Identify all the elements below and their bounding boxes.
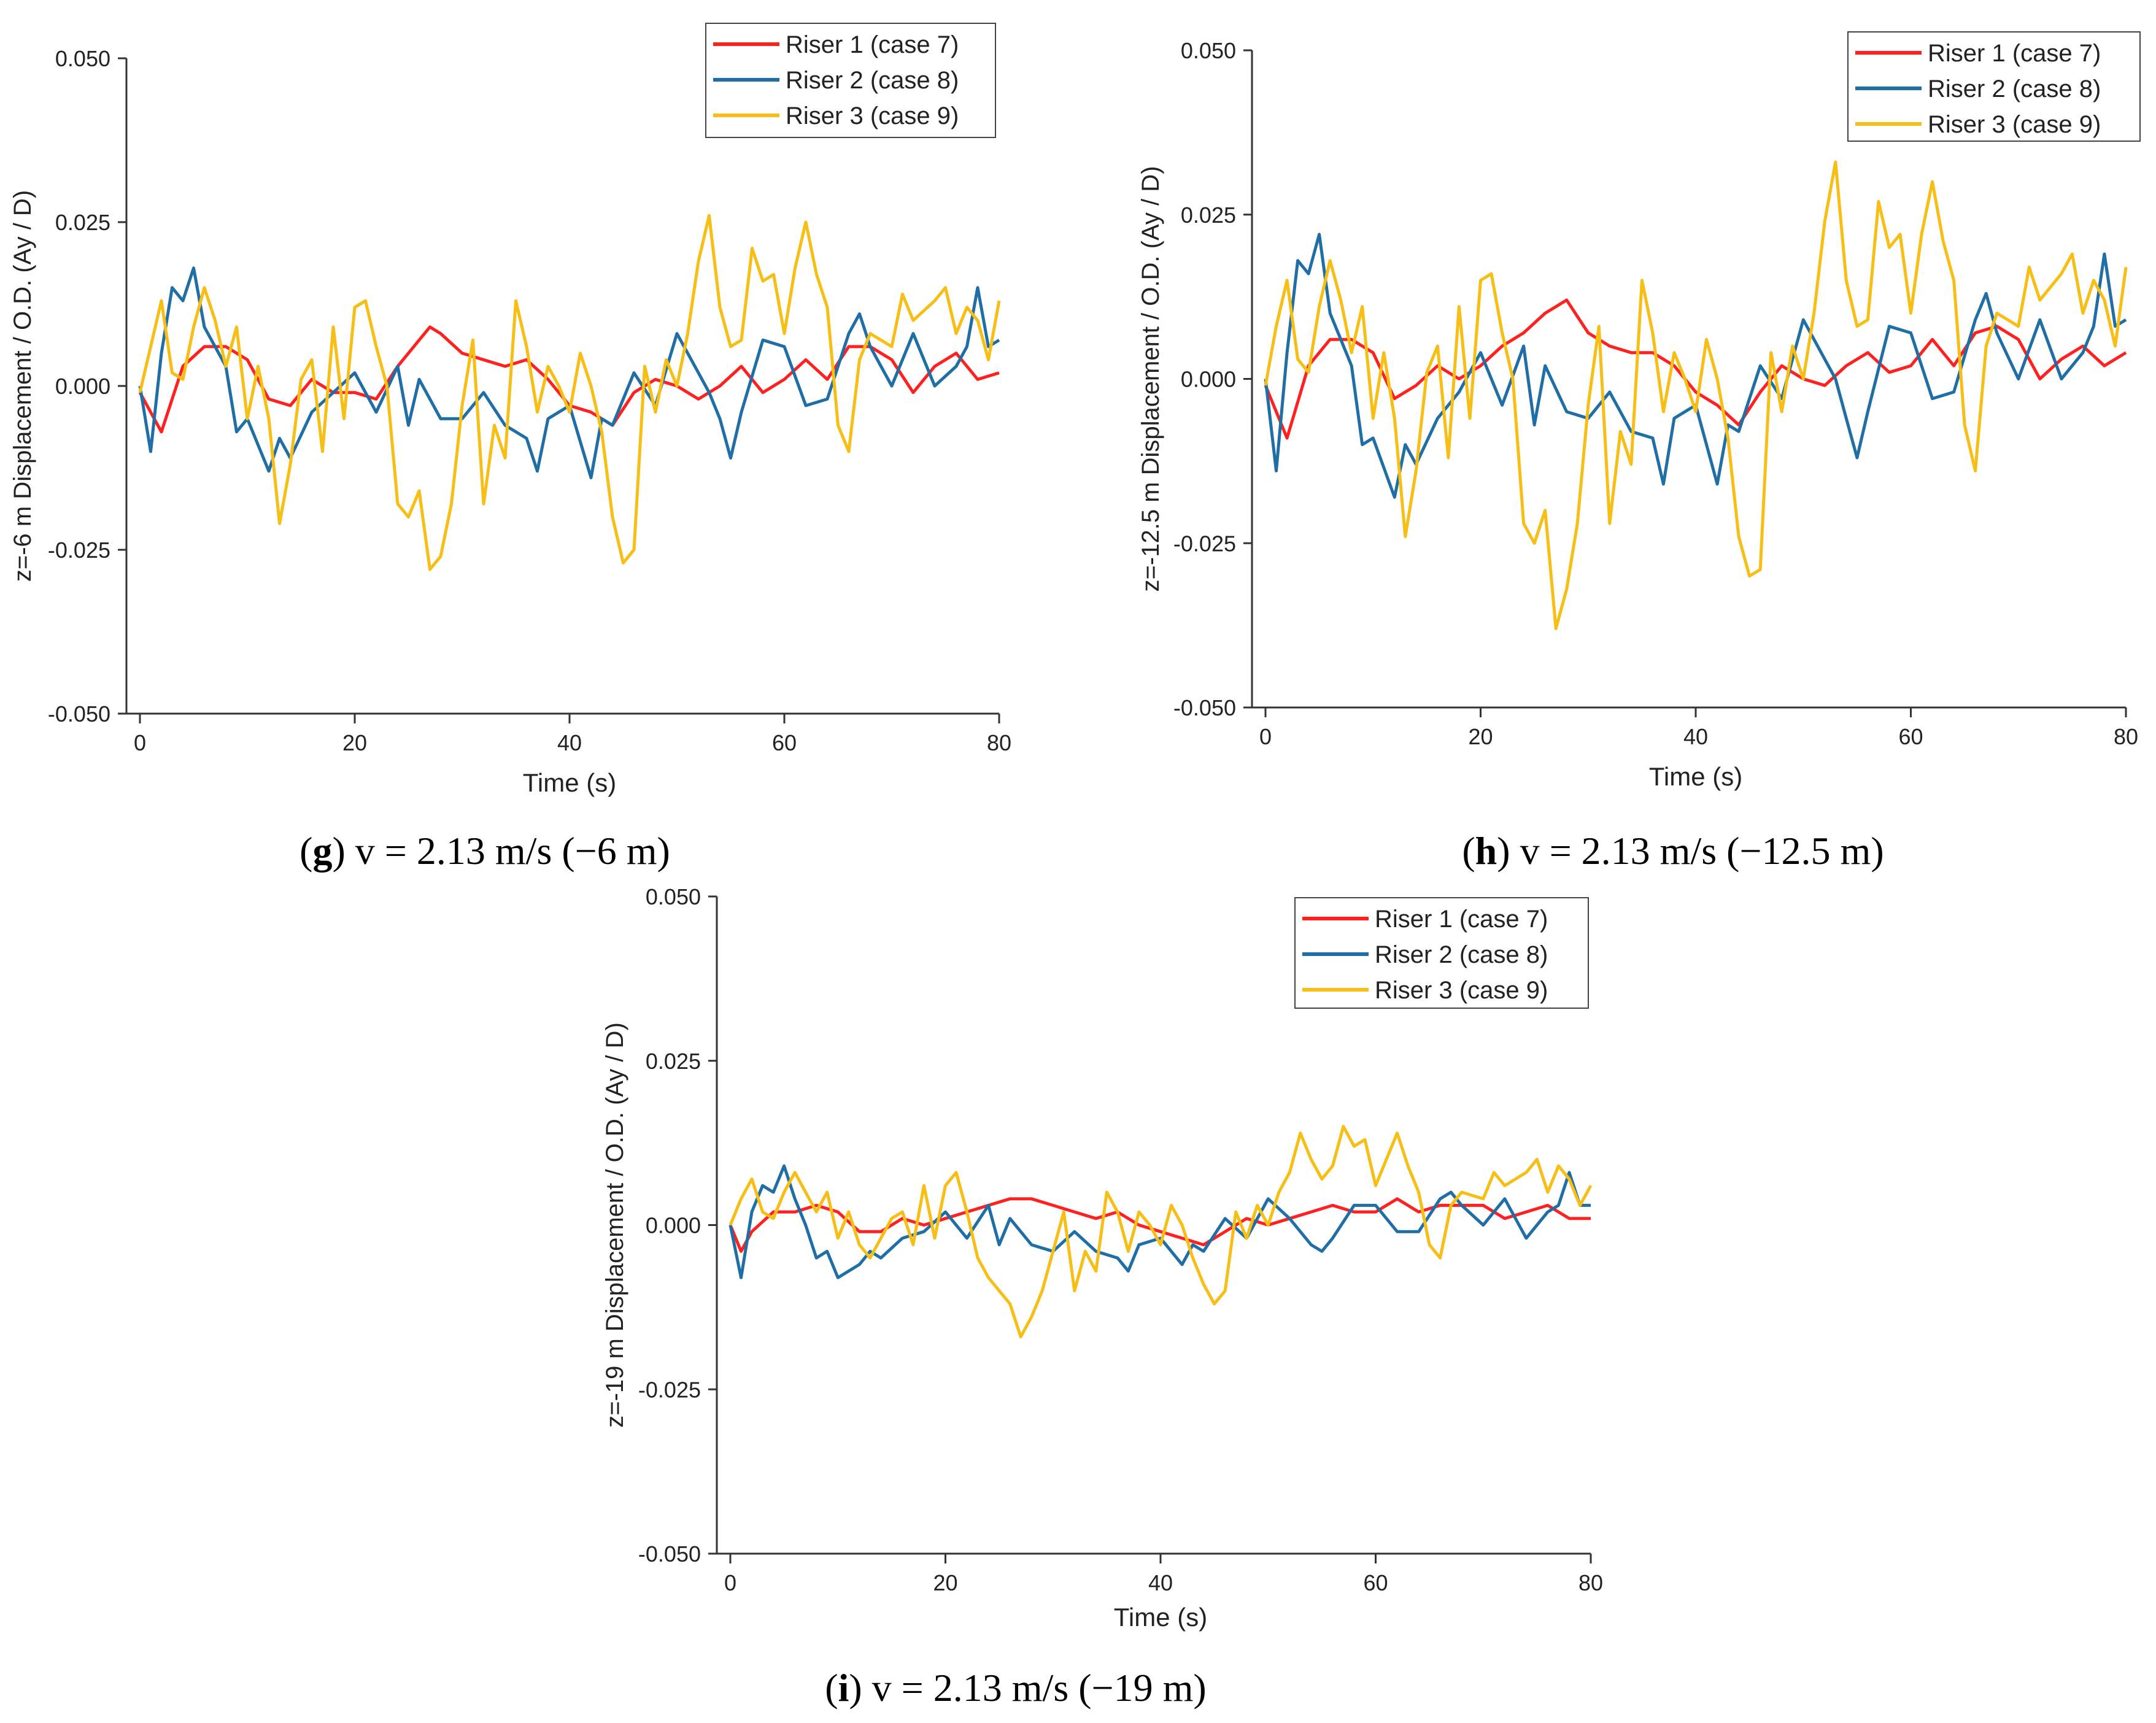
chart-panel-1: -0.050 -0.025 0.000 0.025 0.050 0 20 40 60 80 Time… [9,23,1011,873]
legend-entry-label: Riser 3 (case 9) [1375,977,1548,1004]
y-tick-label: 0.000 [646,1213,701,1238]
x-axis-title: Time (s) [523,768,616,797]
x-tick-label: 0 [134,730,146,755]
legend-entry-label: Riser 3 (case 9) [786,102,959,129]
y-tick-label: 0.000 [55,374,110,399]
x-tick-label: 40 [557,730,582,755]
y-tick-label: 0.050 [55,46,110,71]
x-tick-label: 40 [1148,1570,1173,1595]
series-line-riser-1 [138,325,1000,434]
y-tick-label: 0.025 [1181,202,1236,228]
series-line-riser-3 [728,1125,1593,1339]
caption-text: v = 2.13 m/s (−19 m) [862,1666,1207,1710]
legend-entry-label: Riser 1 (case 7) [1928,40,2101,67]
y-tick-label: -0.050 [48,701,110,727]
x-tick-label: 40 [1683,724,1708,749]
legend-entry-label: Riser 2 (case 8) [1375,941,1548,968]
y-tick-label: -0.050 [1173,695,1236,720]
caption-close-paren: ) [1497,829,1510,873]
caption-close-paren: ) [332,829,345,873]
x-tick-label: 60 [1363,1570,1388,1595]
y-tick-label: 0.000 [1181,367,1236,392]
x-tick-label: 60 [1898,724,1923,749]
series-line-riser-1 [728,1197,1591,1253]
x-axis-title: Time (s) [1114,1603,1207,1632]
x-tick-label: 80 [1578,1570,1603,1595]
caption-letter: h [1475,829,1497,873]
chart-panel-2: -0.050 -0.025 0.000 0.025 0.050 0 20 40 60 80 Time… [1137,31,2141,873]
legend-entry-label: Riser 1 (case 7) [786,31,959,58]
series-line-riser-2 [138,266,1000,479]
caption-open-paren: ( [1462,829,1475,873]
panel-caption: (g) v = 2.13 m/s (−6 m) [299,829,670,873]
caption-close-paren: ) [849,1666,862,1710]
y-tick-label: 0.025 [646,1049,701,1074]
y-tick-label: 0.050 [1181,38,1236,63]
x-tick-label: 20 [1468,724,1493,749]
series-line-riser-2 [1264,233,2127,499]
x-tick-label: 0 [1259,724,1272,749]
series-line-riser-3 [1264,160,2128,630]
panel-caption: (h) v = 2.13 m/s (−12.5 m) [1462,829,1884,873]
legend-entry-label: Riser 2 (case 8) [786,67,959,94]
legend-entry-label: Riser 2 (case 8) [1928,75,2101,102]
panel-caption: (i) v = 2.13 m/s (−19 m) [825,1666,1206,1710]
series-line-riser-2 [728,1164,1591,1279]
caption-text: v = 2.13 m/s (−6 m) [346,829,670,873]
x-tick-label: 0 [724,1570,736,1595]
y-axis-title: z=-19 m Displacement / O.D. (Ay / D) [601,1022,628,1428]
caption-letter: g [312,829,332,873]
y-tick-label: -0.050 [638,1541,701,1567]
series-line-riser-3 [138,214,1001,571]
y-tick-label: -0.025 [638,1377,701,1402]
caption-text: v = 2.13 m/s (−12.5 m) [1510,829,1884,873]
legend-entry-label: Riser 1 (case 7) [1375,906,1548,933]
x-tick-label: 20 [342,730,367,755]
caption-letter: i [838,1666,849,1710]
y-tick-label: -0.025 [1173,531,1236,556]
caption-open-paren: ( [825,1666,838,1710]
legend: Riser 1 (case 7) Riser 2 (case 8) Riser 3 … [705,23,996,138]
x-axis-title: Time (s) [1649,762,1742,791]
y-tick-label: -0.025 [48,538,110,563]
y-axis-title: z=-6 m Displacement / O.D. (Ay / D) [9,190,36,582]
x-tick-label: 80 [2114,724,2138,749]
y-tick-label: 0.050 [646,884,701,909]
caption-open-paren: ( [299,829,312,873]
y-tick-label: 0.025 [55,210,110,235]
legend: Riser 1 (case 7) Riser 2 (case 8) Riser 3 … [1847,31,2141,142]
chart-panel-3: -0.050 -0.025 0.000 0.025 0.050 0 20 40 60 80 Time… [601,884,1603,1710]
legend-entry-label: Riser 3 (case 9) [1928,111,2101,138]
x-tick-label: 80 [987,730,1011,755]
x-tick-label: 20 [933,1570,957,1595]
y-axis-title: z=-12.5 m Displacement / O.D. (Ay / D) [1137,166,1164,592]
x-tick-label: 60 [772,730,797,755]
legend: Riser 1 (case 7) Riser 2 (case 8) Riser 3 … [1294,897,1589,1009]
